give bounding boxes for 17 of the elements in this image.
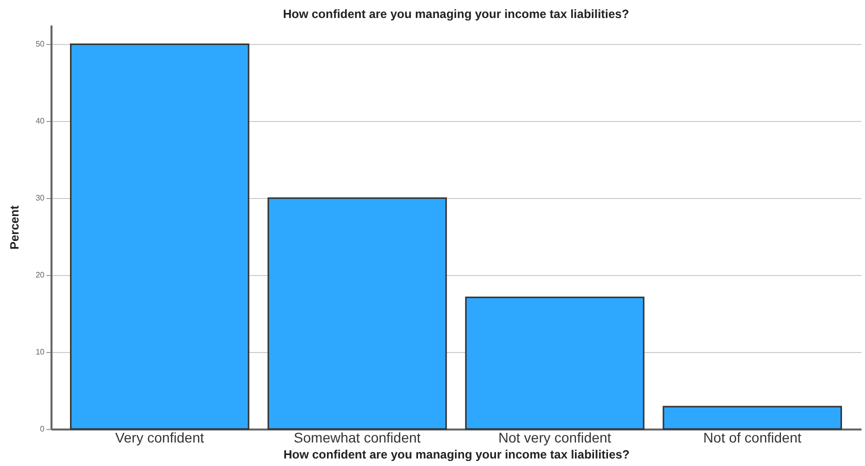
y-tick-label: 10 (36, 348, 46, 357)
x-axis-title: How confident are you managing your income tax liabilities? (283, 448, 630, 462)
bar (465, 296, 644, 430)
y-tick-label: 20 (36, 270, 46, 280)
y-axis-title: Percent (8, 205, 22, 250)
y-tick-label: 30 (36, 194, 46, 203)
x-tick-label: Not of confident (703, 430, 802, 446)
x-tick-label: Not very confident (498, 430, 612, 446)
x-tick-label: Very confident (115, 430, 204, 446)
bar (662, 406, 842, 430)
x-tick-label: Somewhat confident (294, 430, 421, 446)
chart-title: How confident are you managing your income tax liabilities? (282, 7, 630, 21)
y-tick-label: 50 (36, 40, 46, 49)
bar (70, 43, 250, 430)
y-tick-label: 0 (40, 424, 46, 434)
y-tick-label: 40 (36, 116, 46, 126)
bar (268, 197, 447, 430)
